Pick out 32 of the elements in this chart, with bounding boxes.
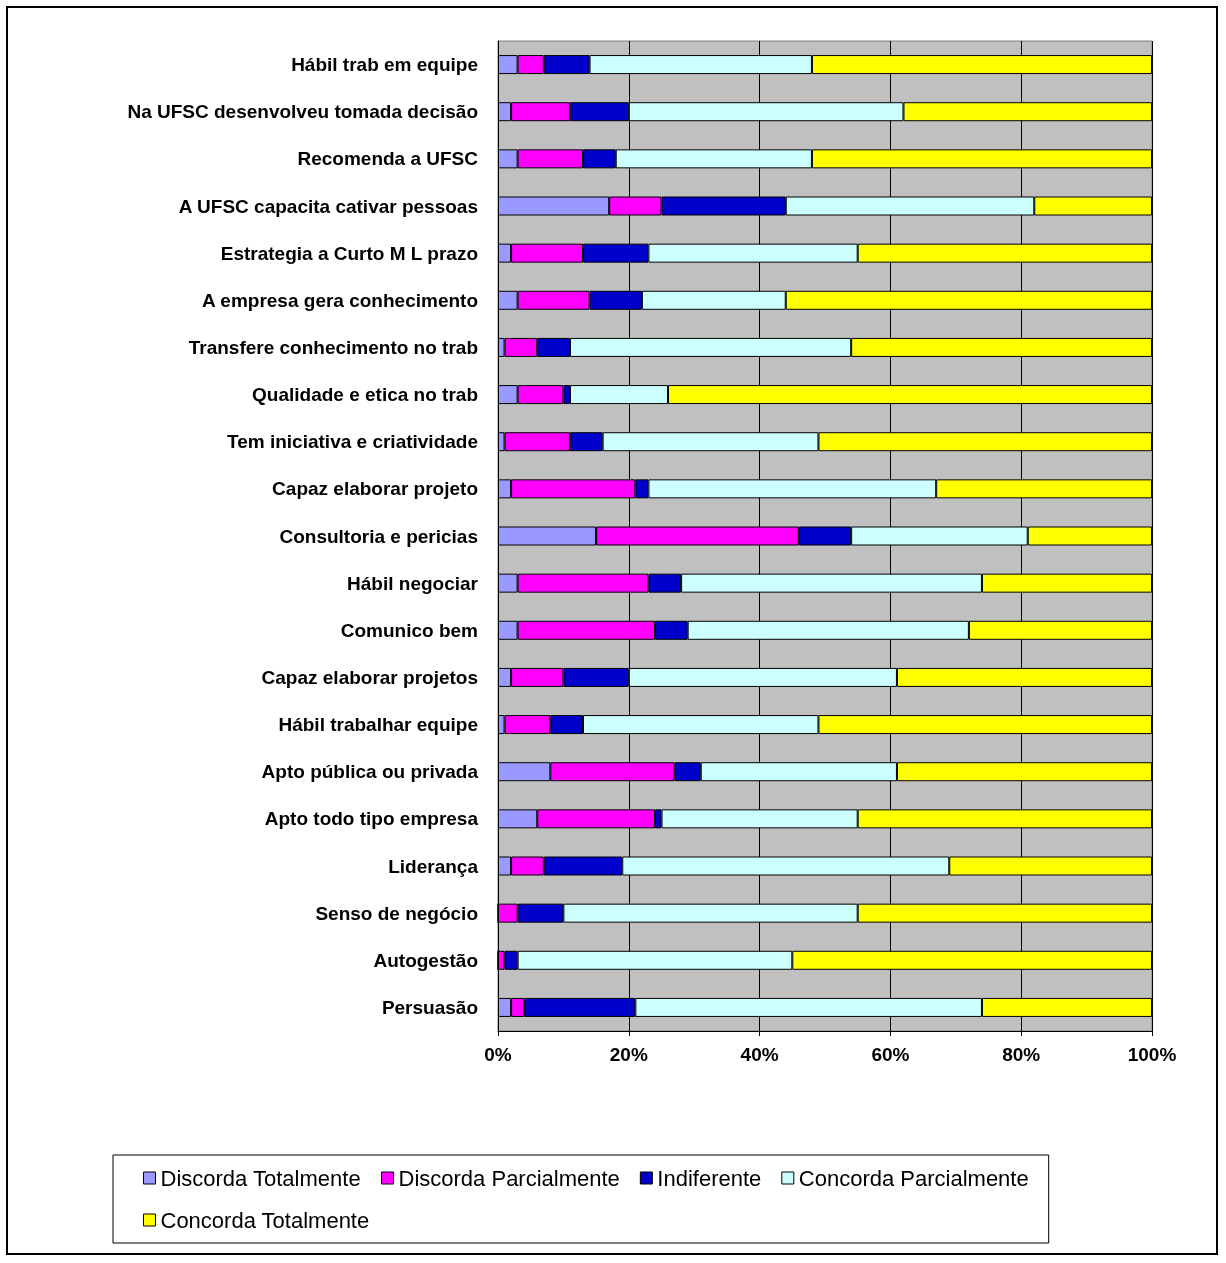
- y-tick-label: Comunico bem: [340, 619, 478, 641]
- y-tick-label: Transfere conhecimento no trab: [188, 336, 478, 358]
- y-tick-label: Autogestão: [373, 949, 478, 971]
- legend-label: Concorda Totalmente: [160, 1207, 370, 1233]
- y-tick-label: Capaz elaborar projeto: [272, 478, 478, 500]
- y-tick-label: Hábil trabalhar equipe: [278, 714, 478, 736]
- y-tick-label: Tem iniciativa e criatividade: [227, 431, 478, 453]
- y-tick-label: Recomenda a UFSC: [297, 148, 479, 170]
- y-tick-label: Na UFSC desenvolveu tomada decisão: [127, 101, 478, 123]
- legend-label: Discorda Parcialmente: [398, 1165, 620, 1191]
- y-tick-label: Senso de negócio: [315, 902, 478, 924]
- y-tick-label: Persuasão: [381, 996, 478, 1018]
- y-tick-label: Estrategia a Curto M L prazo: [220, 242, 478, 264]
- x-tick-label: 0%: [484, 1044, 512, 1065]
- y-tick-label: Consultoria e pericias: [279, 525, 478, 547]
- legend-label: Discorda Totalmente: [160, 1165, 361, 1191]
- y-tick-label: Liderança: [388, 855, 479, 877]
- y-tick-label: Apto todo tipo empresa: [264, 808, 479, 830]
- legend-label: Indiferente: [657, 1165, 762, 1191]
- x-tick-label: 60%: [871, 1044, 910, 1065]
- y-tick-label: Apto pública ou privada: [261, 761, 479, 783]
- x-tick-label: 100%: [1127, 1044, 1177, 1065]
- y-tick-label: Hábil trab em equipe: [291, 54, 478, 76]
- y-tick-label: A UFSC capacita cativar pessoas: [178, 195, 478, 217]
- y-tick-label: A empresa gera conhecimento: [202, 289, 478, 311]
- y-tick-label: Capaz elaborar projetos: [261, 666, 478, 688]
- x-tick-label: 80%: [1002, 1044, 1041, 1065]
- legend-label: Concorda Parcialmente: [798, 1165, 1029, 1191]
- x-tick-label: 20%: [609, 1044, 648, 1065]
- x-tick-label: 40%: [740, 1044, 779, 1065]
- y-tick-label: Qualidade e etica no trab: [252, 384, 478, 406]
- y-tick-label: Hábil negociar: [347, 572, 479, 594]
